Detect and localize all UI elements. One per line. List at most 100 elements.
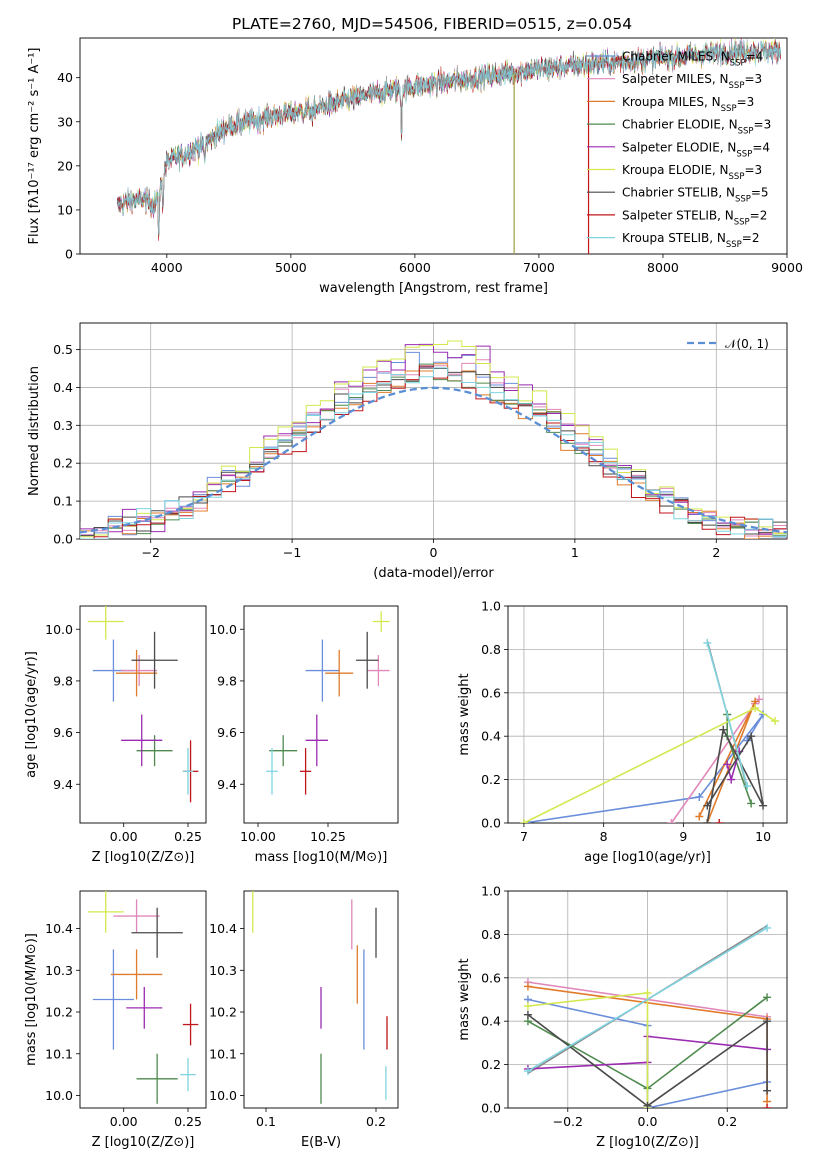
weight-vs-age-marker-6-0 — [703, 801, 712, 810]
weight-vs-Z-marker-3-2 — [763, 993, 772, 1002]
spectrum-axes: 4000 5000 6000 7000 8000 9000 0 10 20 30 40 wavelen… — [27, 37, 803, 296]
weight-vs-Z-ytick-label-1: 0.2 — [481, 1057, 501, 1072]
mass-vs-ebv-xtick-label-1: 0.2 — [366, 1114, 386, 1129]
legend-sub-4: SSP — [736, 149, 752, 159]
mass-vs-ebv-frame — [243, 890, 399, 1109]
mass-vs-ebv-axes: 0.1 0.2 10.0 10.1 10.2 10.3 10.4 E(B-V) — [209, 890, 399, 1150]
spectrum-line-kroupa-stelib — [117, 39, 781, 237]
age-vs-Z-ytick-label-0: 9.4 — [53, 777, 73, 792]
mass-vs-ebv-ytick-label-4: 10.4 — [209, 921, 237, 936]
spectrum-ytick-label-1: 10 — [57, 202, 73, 217]
legend-sub-5: SSP — [729, 172, 745, 182]
weight-vs-age-marker-6-1 — [747, 732, 756, 741]
mass-vs-Z-xtick-label-1: 0.25 — [174, 1114, 202, 1129]
weight-vs-age-marker-1-0 — [667, 819, 676, 823]
weight-vs-Z-lines — [523, 923, 772, 1108]
weight-vs-Z-ylabel: mass weight — [457, 958, 472, 1040]
spectrum-ylabel: Flux [fλ10⁻¹⁷ erg cm⁻² s⁻¹ A⁻¹] — [27, 48, 42, 245]
weight-vs-Z-marker-6-0 — [523, 1010, 532, 1019]
legend-sub-0: SSP — [730, 59, 746, 69]
age-vs-mass-xlabel: mass [log10(M/M⊙)] — [255, 850, 388, 865]
weight-vs-age-ytick-label-2: 0.4 — [481, 729, 501, 744]
legend-n-2: =3 — [737, 95, 755, 109]
spectrum-ytick-label-3: 30 — [57, 114, 73, 129]
age-vs-mass-point-7 — [300, 748, 312, 795]
legend-n-3: =3 — [754, 118, 772, 132]
mass-vs-ebv-ytick-label-0: 10.0 — [209, 1088, 237, 1103]
age-vs-Z-xtick-label-1: 0.25 — [174, 829, 202, 844]
spectrum-frame — [79, 37, 788, 255]
weight-vs-age-marker-4-1 — [727, 775, 736, 784]
mass-vs-ebv-xlabel: E(B-V) — [301, 1135, 341, 1150]
weight-vs-age-xtick-label-0: 7 — [520, 829, 528, 844]
weight-vs-age-marker-8-1 — [743, 782, 752, 791]
age-vs-Z-frame — [79, 605, 207, 824]
spectrum-series — [116, 38, 781, 254]
weight-vs-Z-marker-8-1 — [763, 923, 772, 932]
legend-sub-3: SSP — [738, 127, 754, 137]
spectrum-xtick-label-1: 5000 — [275, 260, 307, 275]
spectrum-ytick-label-4: 40 — [57, 70, 73, 85]
mass-vs-Z-ytick-label-0: 10.0 — [45, 1088, 73, 1103]
residuals-ytick-label-0: 0.0 — [53, 532, 73, 547]
weight-vs-age-frame — [507, 605, 788, 824]
residuals-xtick-label-3: 1 — [571, 545, 579, 560]
mass-vs-Z-axes: 0.00 0.25 10.0 10.1 10.2 10.3 10.4 Z [log10(Z/Z… — [24, 890, 207, 1150]
mass-vs-Z-points — [87, 891, 199, 1104]
spectrum-xtick-label-2: 6000 — [399, 260, 431, 275]
weight-vs-Z-ytick-label-2: 0.4 — [481, 1014, 501, 1029]
legend-sub-7: SSP — [734, 217, 750, 227]
weight-vs-Z-marker-8-0 — [523, 1067, 532, 1076]
weight-vs-age-ytick-label-0: 0.0 — [481, 816, 501, 831]
mass-vs-ebv-xtick-label-0: 0.1 — [256, 1114, 276, 1129]
age-vs-mass-ytick-label-0: 9.4 — [217, 777, 237, 792]
age-vs-mass-point-5 — [372, 611, 390, 632]
residuals-frame — [79, 322, 788, 540]
age-vs-mass-points — [266, 611, 390, 795]
legend-n-0: =4 — [746, 50, 764, 64]
weight-vs-Z-ytick-label-3: 0.6 — [481, 970, 501, 985]
weight-vs-Z-line-8 — [527, 927, 768, 1072]
mass-vs-Z-point-6 — [131, 907, 183, 958]
weight-vs-Z-ytick-label-4: 0.8 — [481, 927, 501, 942]
age-vs-mass-xtick-label-0: 10.00 — [240, 829, 276, 844]
weight-vs-Z-marker-5-0 — [523, 1002, 532, 1011]
residuals-ytick-label-5: 0.5 — [53, 342, 73, 357]
weight-vs-age-xtick-label-3: 10 — [755, 829, 771, 844]
weight-vs-Z-marker-5-1 — [643, 988, 652, 997]
residuals-ytick-label-1: 0.1 — [53, 494, 73, 509]
weight-vs-age-line-0 — [523, 714, 764, 823]
figure-title: PLATE=2760, MJD=54506, FIBERID=0515, z=0… — [232, 15, 632, 33]
legend-n-5: =3 — [744, 163, 762, 177]
mass-vs-ebv-ytick-label-3: 10.3 — [209, 963, 237, 978]
age-vs-Z-ylabel: age [log10(age/yr)] — [24, 651, 39, 778]
age-vs-Z-point-8 — [182, 748, 194, 795]
age-vs-mass-point-4 — [305, 714, 328, 767]
residuals-ylabel: Normed distribution — [27, 366, 42, 496]
age-vs-Z-ytick-label-1: 9.6 — [53, 725, 73, 740]
age-vs-Z-ytick-label-2: 9.8 — [53, 673, 73, 688]
weight-vs-Z-ytick-label-5: 1.0 — [481, 884, 501, 899]
gaussian-legend-label: 𝒩(0, 1) — [725, 337, 769, 351]
mass-vs-Z-point-3 — [136, 1053, 178, 1104]
weight-vs-age-ytick-label-3: 0.6 — [481, 685, 501, 700]
weight-vs-age-marker-8-0 — [703, 638, 712, 647]
spectrum-ytick-label-2: 20 — [57, 158, 73, 173]
mass-vs-ebv-points — [252, 891, 388, 1104]
mass-vs-Z-ytick-label-1: 10.1 — [45, 1046, 73, 1061]
mass-vs-Z-point-2 — [110, 949, 163, 1000]
mass-vs-Z-ylabel: mass [log10(M/M⊙)] — [24, 933, 39, 1066]
age-vs-mass-point-6 — [356, 631, 379, 689]
mass-vs-Z-point-0 — [92, 949, 134, 1050]
legend-n-1: =3 — [744, 72, 762, 86]
weight-vs-Z-marker-7-0 — [763, 1104, 772, 1108]
weight-vs-age-marker-5-0 — [519, 819, 528, 823]
weight-vs-age-xtick-label-1: 8 — [600, 829, 608, 844]
gaussian-curve — [80, 386, 787, 534]
age-vs-Z-xtick-label-0: 0.00 — [110, 829, 138, 844]
mass-vs-Z-ytick-label-3: 10.3 — [45, 963, 73, 978]
weight-vs-age-marker-3-2 — [747, 799, 756, 808]
weight-vs-Z-xlabel: Z [log10(Z/Z⊙)] — [596, 1135, 699, 1150]
weight-vs-age-axes: 7 8 9 10 0.0 0.2 0.4 0.6 0.8 1.0 age [log10(age/yr… — [457, 599, 788, 865]
age-vs-mass-frame — [243, 605, 399, 824]
